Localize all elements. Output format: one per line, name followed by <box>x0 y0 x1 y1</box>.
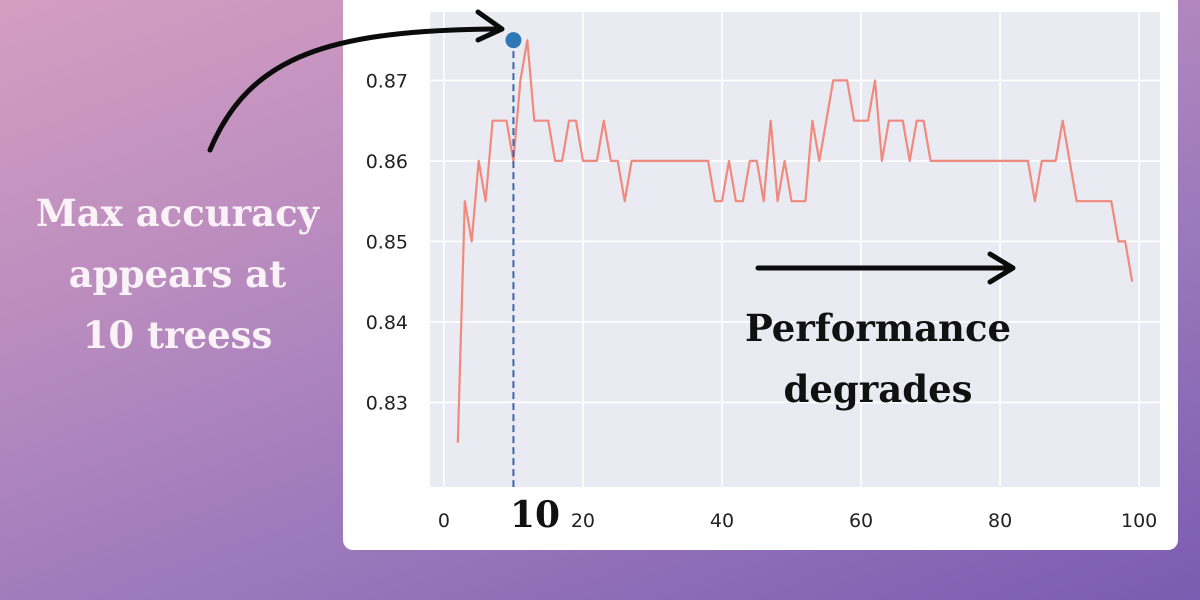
peak-marker <box>505 32 522 49</box>
x-tick-label: 20 <box>571 510 595 532</box>
x-tick-label: 100 <box>1121 510 1157 532</box>
performance-line-2: degrades <box>783 367 973 411</box>
y-tick-label: 0.84 <box>366 312 408 334</box>
right-arrowhead-icon <box>987 251 1016 285</box>
curved-arrowhead-icon <box>475 9 505 43</box>
peak-x-label: 10 <box>509 494 561 536</box>
curved-arrow-icon <box>207 26 503 153</box>
y-tick-label: 0.83 <box>366 392 408 414</box>
x-tick-label: 80 <box>988 510 1012 532</box>
x-tick-label: 40 <box>710 510 734 532</box>
x-tick-label: 0 <box>438 510 450 532</box>
plot-background <box>430 12 1160 487</box>
max-accuracy-annotation: Max accuracy appears at 10 treess <box>20 183 335 366</box>
max-accuracy-line-1: Max accuracy <box>35 191 320 235</box>
y-tick-label: 0.87 <box>366 70 408 92</box>
x-tick-label: 60 <box>849 510 873 532</box>
y-tick-label: 0.85 <box>366 231 408 253</box>
max-accuracy-line-3: 10 treess <box>82 313 273 357</box>
gridlines <box>430 12 1160 487</box>
performance-line-1: Performance <box>744 306 1012 350</box>
performance-annotation: Performance degrades <box>728 298 1028 420</box>
max-accuracy-line-2: appears at <box>68 252 287 296</box>
accuracy-line <box>456 39 1134 443</box>
tick-labels: 0 20 40 60 80 100 0.83 0.84 0.85 0.86 0.87 <box>366 70 1158 532</box>
y-tick-label: 0.86 <box>366 151 408 173</box>
